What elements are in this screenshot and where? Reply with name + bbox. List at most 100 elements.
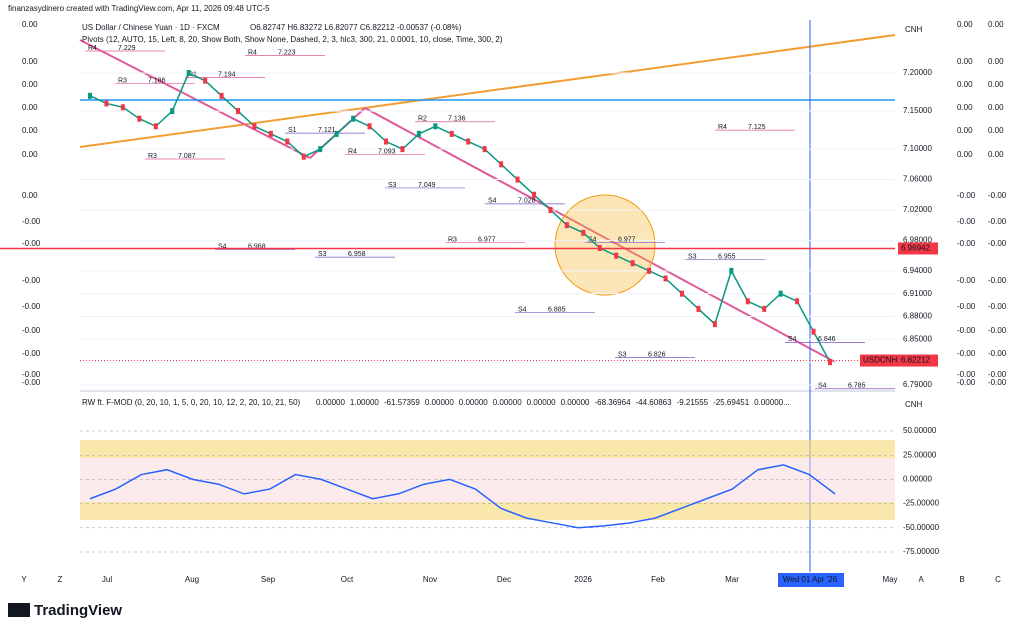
candle — [581, 229, 586, 236]
time-label: Z — [58, 575, 63, 584]
osc-readout: -9.21555 — [677, 398, 709, 407]
pivot-name: R3 — [448, 237, 457, 244]
y-tick-label: 6.88000 — [903, 312, 932, 321]
right-scale: -0.00 — [988, 326, 1007, 335]
pivot-name: S4 — [788, 336, 797, 343]
y-tick-label: 7.10000 — [903, 144, 932, 153]
candle — [268, 130, 273, 137]
left-scale: 0.00 — [22, 126, 38, 135]
y-tick-label: 6.79000 — [903, 380, 932, 389]
osc-tick-label: 50.00000 — [903, 426, 937, 435]
pivot-value: 7.186 — [148, 78, 166, 85]
left-scale: -0.00 — [22, 302, 41, 311]
osc-readout: -25.69451 — [713, 398, 750, 407]
y-tick-label: 7.06000 — [903, 175, 932, 184]
pivot-value: 6.958 — [348, 251, 366, 258]
pivot-name: S4 — [588, 237, 597, 244]
right-scale: -0.00 — [988, 239, 1007, 248]
candle — [532, 191, 536, 198]
time-label: Oct — [341, 575, 354, 584]
currency: CNH — [905, 25, 923, 34]
pivot-value: 6.885 — [548, 307, 566, 314]
right-scale: 0.00 — [957, 57, 973, 66]
time-label: 2026 — [574, 575, 592, 584]
candle — [762, 305, 767, 312]
right-scale: -0.00 — [957, 239, 976, 248]
left-scale: -0.00 — [22, 370, 41, 379]
osc-tick-label: -75.00000 — [903, 547, 940, 556]
candle — [564, 222, 569, 229]
candle — [416, 130, 421, 137]
right-scale: -0.00 — [957, 191, 976, 200]
right-scale: -0.00 — [988, 378, 1007, 387]
left-scale: -0.00 — [22, 326, 41, 335]
right-scale: -0.00 — [957, 276, 976, 285]
symbol: US Dollar / Chinese Yuan · 1D · FXCM — [82, 23, 220, 32]
pivot-name: R4 — [348, 148, 357, 155]
right-scale: 0.00 — [957, 103, 973, 112]
osc-currency: CNH — [905, 400, 923, 409]
right-scale: 0.00 — [957, 126, 973, 135]
osc-tick-label: -50.00000 — [903, 523, 940, 532]
time-label: Sep — [261, 575, 276, 584]
candle — [186, 70, 191, 77]
candle — [696, 305, 701, 312]
price-tag-label: 6.96942 — [901, 244, 930, 253]
right-scale: 0.00 — [957, 20, 973, 29]
right-scale: 0.00 — [988, 103, 1004, 112]
left-scale: 0.00 — [22, 80, 38, 89]
right-scale: 0.00 — [957, 150, 973, 159]
candle — [88, 92, 92, 99]
candle — [499, 161, 504, 168]
right-scale: 0.00 — [988, 150, 1004, 159]
candle — [515, 176, 520, 183]
osc-readout: -44.60863 — [636, 398, 673, 407]
right-scale: -0.00 — [957, 370, 976, 379]
candle — [482, 146, 487, 153]
left-scale: -0.00 — [22, 217, 41, 226]
candle — [828, 359, 832, 366]
trend-line — [79, 34, 896, 148]
candle — [367, 123, 372, 130]
pivot-name: S1 — [288, 127, 297, 134]
left-scale: -0.00 — [22, 378, 41, 387]
time-label: B — [959, 575, 964, 584]
band — [80, 458, 895, 502]
logo — [8, 603, 30, 617]
candle — [318, 146, 323, 153]
candle — [647, 267, 652, 274]
candle — [778, 290, 783, 297]
pivot-value: 7.093 — [378, 148, 396, 155]
candle — [449, 130, 454, 137]
candle — [219, 92, 224, 99]
pivot-name: S3 — [318, 251, 327, 258]
pivot-value: 7.229 — [118, 45, 136, 52]
time-label: Jul — [102, 575, 112, 584]
right-scale: 0.00 — [988, 126, 1004, 135]
osc-readout: 0.00000 — [561, 398, 590, 407]
y-tick-label: 6.94000 — [903, 266, 932, 275]
candle — [745, 298, 750, 305]
right-scale: -0.00 — [988, 302, 1007, 311]
pivot-value: 7.194 — [218, 71, 236, 78]
candle — [285, 138, 290, 145]
pivot-name: S4 — [518, 307, 527, 314]
candle — [433, 123, 438, 130]
pane-divider — [80, 390, 895, 392]
candle — [466, 138, 471, 145]
pivot-name: S3 — [618, 351, 627, 358]
osc-readout: 0.00000... — [754, 398, 790, 407]
ohlc: O6.82747 H6.83272 L6.82077 C6.82212 -0.0… — [250, 23, 462, 32]
time-label: A — [918, 575, 924, 584]
pivot-value: 7.049 — [418, 182, 436, 189]
candle — [351, 115, 356, 122]
candle — [400, 146, 405, 153]
osc-readout: -68.36964 — [594, 398, 631, 407]
osc-line — [89, 464, 836, 529]
pivot-name: S3 — [688, 253, 697, 260]
pivot-value: 6.826 — [648, 351, 666, 358]
right-scale: 0.00 — [988, 57, 1004, 66]
